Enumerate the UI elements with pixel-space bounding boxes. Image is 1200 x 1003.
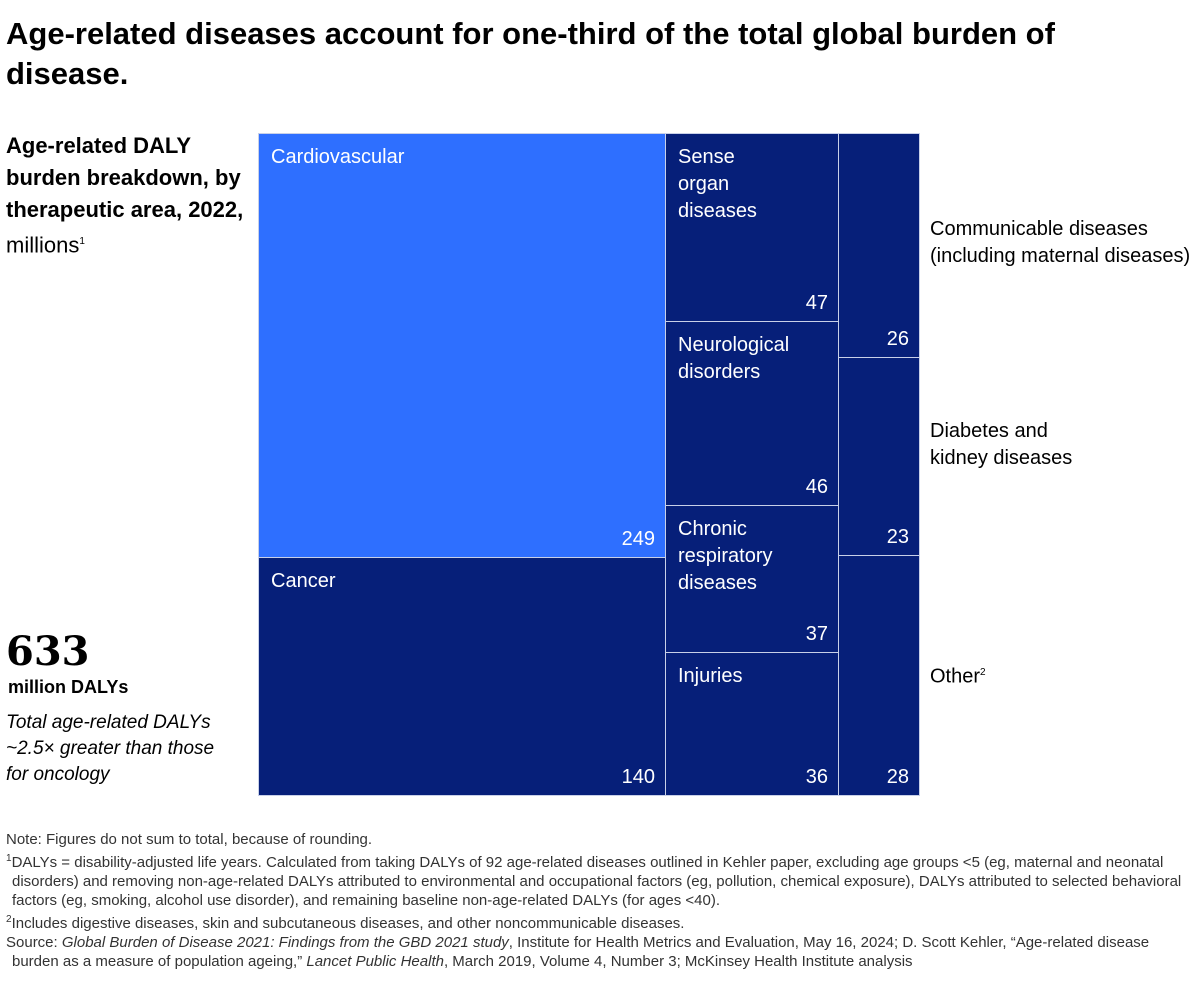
total-value: 633 [6,628,90,675]
cell-value: 37 [805,623,828,645]
note: Note: Figures do not sum to total, becau… [6,831,373,848]
cell-value: 46 [805,476,828,498]
subtitle-footnote: 1 [79,236,85,247]
subtitle-unit: millions [6,232,80,258]
treemap-cell: 28 [838,555,920,796]
treemap-cell: 46 Neurological disorders [665,321,839,506]
treemap-cell: 26 [838,133,920,358]
cell-value: 23 [886,526,909,548]
chart-title: Age-related diseases account for one-thi… [6,16,1055,91]
cell-value: 249 [621,528,655,550]
footnotes: Note: Figures do not sum to total, becau… [6,830,1196,971]
total-unit: million DALYs [8,677,129,697]
treemap-cell: 37 Chronic respiratory diseases [665,505,839,653]
cell-value: 28 [886,766,909,788]
source: Source: Global Burden of Disease 2021: F… [6,934,1150,970]
cell-label: Other2 [930,665,986,688]
cell-label: Neurological disorders [678,334,790,383]
cell-label: Cardiovascular [271,146,405,168]
cell-label: Cancer [271,570,336,592]
footnote-1: 1DALYs = disability-adjusted life years.… [6,853,1182,909]
treemap-cell: 36 Injuries [665,652,839,796]
cell-value: 140 [621,766,655,788]
treemap-cell: 249 Cardiovascular [258,133,666,558]
cell-value: 47 [805,292,828,314]
treemap-cell: 23 [838,357,920,556]
treemap-cell: 47 Sense organ diseases [665,133,839,322]
cell-value: 26 [886,328,909,350]
cell-label: Chronic respiratory diseases [678,518,773,594]
cell-label: Communicable diseases (including maternal… [930,218,1191,267]
footnote-2: 2Includes digestive diseases, skin and s… [6,914,685,932]
chart-subtitle: Age-related DALY burden breakdown, by th… [6,130,246,261]
cell-label: Injuries [678,665,743,687]
cell-label: Sense organ diseases [678,146,757,222]
subtitle-bold: Age-related DALY burden breakdown, by th… [6,133,244,222]
total-note: Total age-related DALYs ~2.5× greater th… [6,712,215,785]
treemap-cell: 140 Cancer [258,557,666,796]
cell-label: Diabetes and kidney diseases [930,420,1073,469]
cell-value: 36 [805,766,828,788]
